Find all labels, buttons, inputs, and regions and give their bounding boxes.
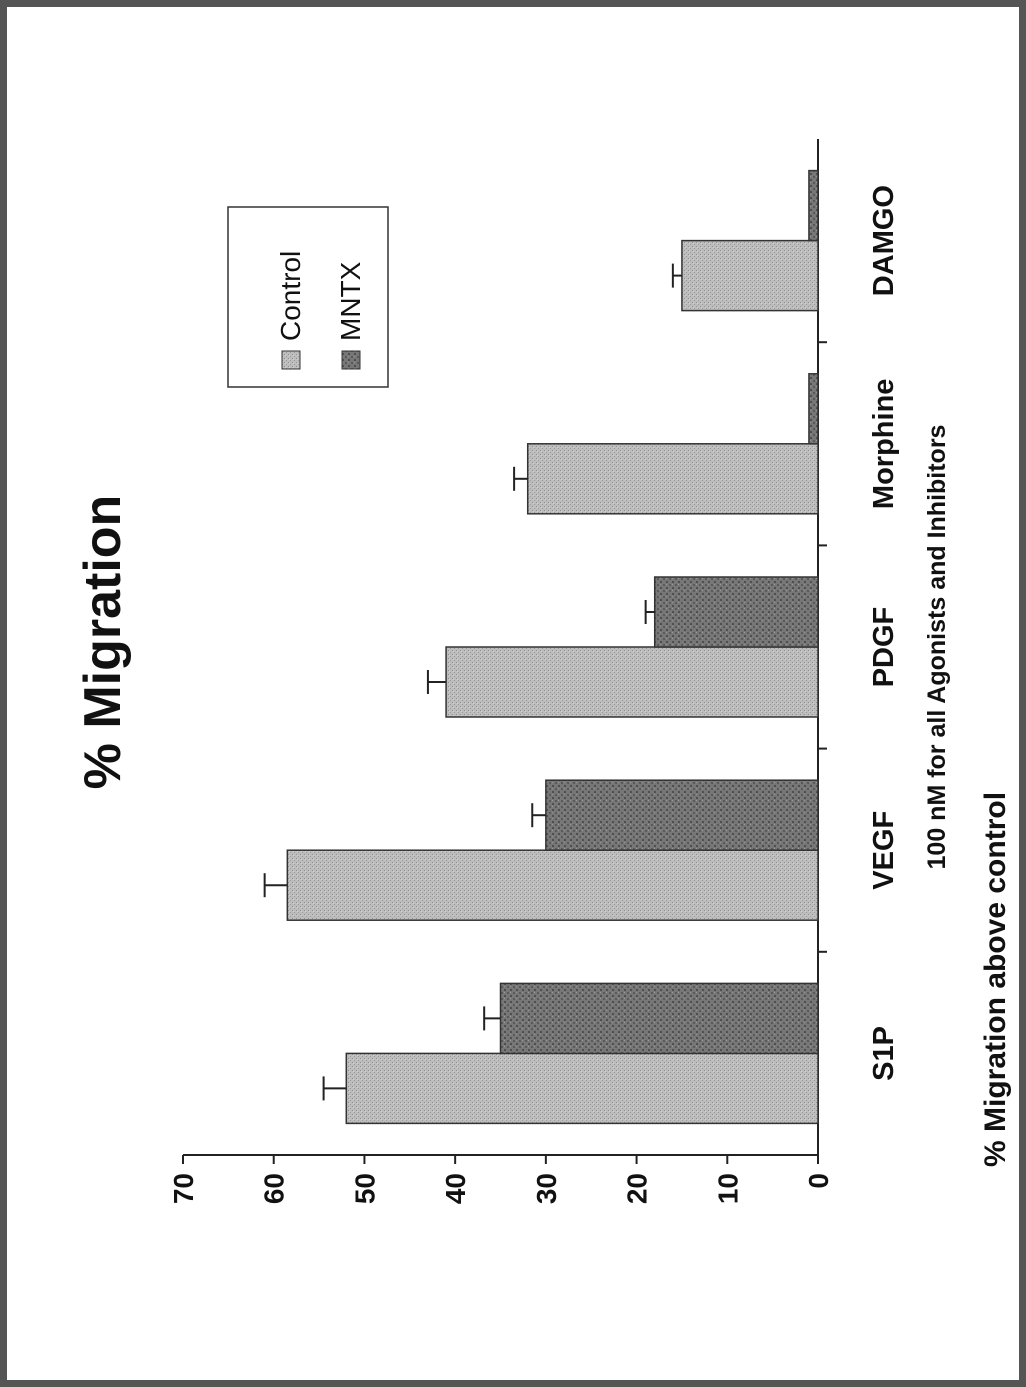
bar-control [681, 239, 819, 312]
legend-label-control: Control [275, 251, 306, 341]
y-tick-label: 0 [803, 1173, 834, 1189]
bar-mntx [545, 779, 819, 851]
legend-label-mntx: MNTX [335, 261, 366, 341]
x-tick-label: Morphine [868, 379, 900, 510]
y-tick-label: 40 [440, 1173, 471, 1204]
bar-control [345, 1052, 819, 1125]
y-axis-label: % Migration above control [979, 792, 1012, 1167]
x-tick-label: VEGF [868, 811, 900, 890]
x-tick-label: PDGF [868, 607, 900, 688]
y-tick-label: 50 [349, 1173, 380, 1204]
bar-mntx [808, 373, 819, 445]
legend-swatch-mntx [341, 350, 361, 370]
bar-control [445, 646, 819, 718]
bar-mntx [499, 982, 819, 1055]
bar-mntx [808, 169, 819, 242]
bar-control [526, 443, 819, 515]
bar-mntx [653, 576, 819, 648]
x-tick-label: DAMGO [868, 185, 900, 296]
y-tick-label: 20 [622, 1173, 653, 1204]
x-tick-label: S1P [868, 1026, 900, 1081]
y-tick-label: 70 [168, 1173, 199, 1204]
bar-control [286, 849, 819, 921]
y-tick-label: 10 [712, 1173, 743, 1204]
legend-box [227, 206, 389, 388]
x-axis-label: 100 nM for all Agonists and Inhibitors [923, 425, 951, 870]
y-tick-label: 60 [259, 1173, 290, 1204]
legend-swatch-control [281, 350, 301, 370]
y-tick-label: 30 [531, 1173, 562, 1204]
chart-title: % Migration [74, 495, 132, 790]
